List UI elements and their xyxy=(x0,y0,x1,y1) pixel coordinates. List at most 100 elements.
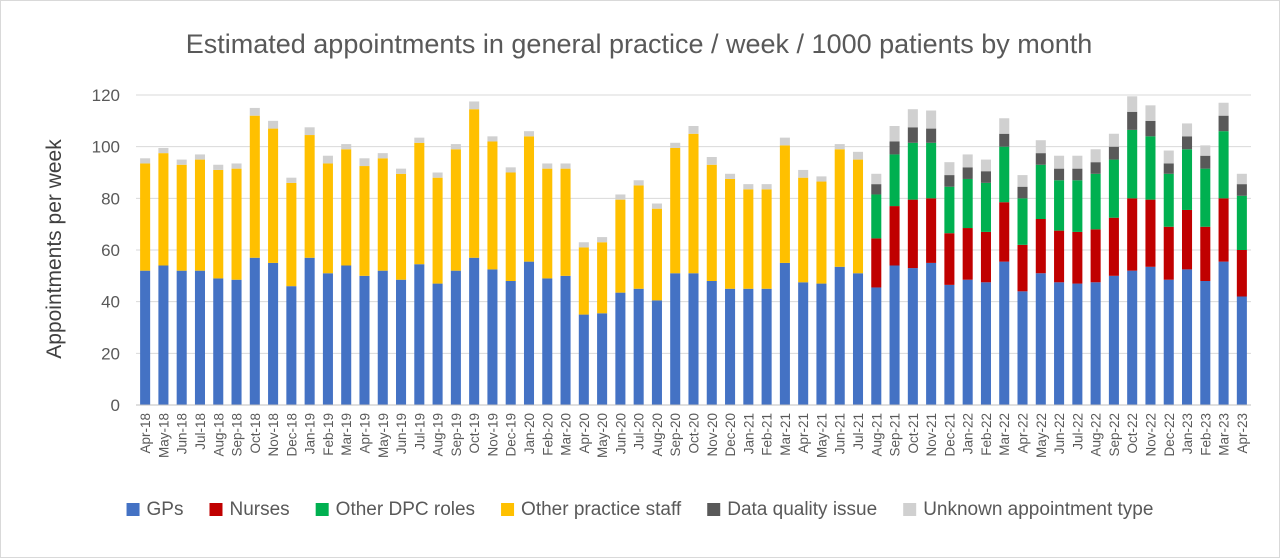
bar-segment-gps xyxy=(1054,282,1065,405)
bar-segment-gps xyxy=(798,282,809,405)
bar-segment-unknown-appointment-type xyxy=(140,158,151,164)
bar-segment-other-practice-staff xyxy=(633,185,644,289)
bar-segment-nurses xyxy=(889,206,900,266)
bar-segment-other-practice-staff xyxy=(231,168,242,280)
x-tick-label: Sep-19 xyxy=(449,413,464,457)
x-tick-label: Jun-19 xyxy=(394,413,409,454)
bar-segment-gps xyxy=(286,286,297,405)
x-tick-label: Aug-21 xyxy=(869,413,884,457)
x-tick-label: Feb-23 xyxy=(1198,413,1213,456)
x-tick-label: Jun-20 xyxy=(613,413,628,454)
bar-segment-data-quality-issue xyxy=(1236,184,1247,196)
bar-segment-other-practice-staff xyxy=(341,149,352,266)
bar-segment-data-quality-issue xyxy=(944,175,955,187)
bar-segment-nurses xyxy=(1182,209,1193,270)
bar-segment-unknown-appointment-type xyxy=(926,110,937,129)
x-tick-label: Jul-18 xyxy=(193,413,208,450)
bar-segment-other-practice-staff xyxy=(158,153,169,266)
legend-swatch-data-quality-issue xyxy=(707,503,721,516)
x-tick-label: Jun-18 xyxy=(175,413,190,454)
bar-segment-gps xyxy=(523,261,535,406)
x-tick-label: May-22 xyxy=(1034,413,1049,458)
bar-segment-unknown-appointment-type xyxy=(1108,133,1119,147)
chart-title: Estimated appointments in general practi… xyxy=(186,29,1093,59)
bar-segment-gps xyxy=(140,270,151,405)
x-tick-label: Feb-22 xyxy=(979,413,994,456)
bar-segment-unknown-appointment-type xyxy=(176,159,187,165)
x-tick-label: Apr-22 xyxy=(1016,413,1031,454)
bar-segment-other-dpc-roles xyxy=(1090,173,1101,230)
legend-label-nurses: Nurses xyxy=(229,499,289,520)
bar-segment-gps xyxy=(414,264,425,405)
bar-segment-gps xyxy=(1182,269,1193,406)
bar-segment-unknown-appointment-type xyxy=(834,144,845,150)
bar-segment-other-dpc-roles xyxy=(1163,173,1174,227)
legend-label-other-practice-staff: Other practice staff xyxy=(521,499,682,520)
bar-segment-other-practice-staff xyxy=(414,142,425,265)
bar-segment-unknown-appointment-type xyxy=(578,242,589,248)
bar-segment-unknown-appointment-type xyxy=(1200,145,1211,156)
x-tick-label: Aug-19 xyxy=(431,413,446,457)
bar-segment-gps xyxy=(377,270,388,405)
bar-segment-gps xyxy=(706,281,717,405)
bar-segment-other-practice-staff xyxy=(487,141,498,270)
bar-segment-other-dpc-roles xyxy=(1200,168,1211,227)
x-tick-label: Nov-22 xyxy=(1143,413,1158,457)
y-tick-label: 80 xyxy=(101,189,120,208)
bar-segment-data-quality-issue xyxy=(1182,136,1193,150)
bar-segment-unknown-appointment-type xyxy=(542,163,553,169)
x-tick-label: Apr-18 xyxy=(138,413,153,454)
bar-segment-unknown-appointment-type xyxy=(852,151,864,160)
bar-segment-gps xyxy=(194,270,205,405)
bar-segment-other-dpc-roles xyxy=(1145,136,1156,200)
bar-segment-other-practice-staff xyxy=(688,133,699,274)
bar-segment-other-practice-staff xyxy=(779,145,790,263)
bar-segment-unknown-appointment-type xyxy=(396,168,407,174)
bar-segment-unknown-appointment-type xyxy=(688,126,699,134)
bar-segment-gps xyxy=(761,288,772,405)
bar-segment-gps xyxy=(980,282,991,405)
bar-segment-gps xyxy=(542,278,553,405)
bar-segment-unknown-appointment-type xyxy=(1017,175,1028,187)
bar-segment-other-practice-staff xyxy=(304,135,315,258)
legend-label-gps: GPs xyxy=(147,499,184,520)
bar-segment-gps xyxy=(926,262,937,405)
bar-segment-nurses xyxy=(1236,250,1247,297)
x-tick-label: Oct-19 xyxy=(467,413,482,454)
bar-segment-gps xyxy=(816,283,827,405)
bar-segment-unknown-appointment-type xyxy=(779,137,790,146)
x-tick-label: Nov-20 xyxy=(705,413,720,457)
x-tick-label: Aug-18 xyxy=(211,413,226,457)
legend-label-unknown-appointment-type: Unknown appointment type xyxy=(923,499,1153,520)
bar-segment-data-quality-issue xyxy=(871,184,882,195)
bar-segment-unknown-appointment-type xyxy=(670,142,681,148)
bar-segment-data-quality-issue xyxy=(1054,168,1065,181)
bar-segment-other-practice-staff xyxy=(450,149,461,271)
bar-segment-other-practice-staff xyxy=(469,109,480,258)
bar-segment-other-dpc-roles xyxy=(889,154,900,207)
bar-segment-gps xyxy=(907,268,918,405)
bar-segment-data-quality-issue xyxy=(1035,153,1046,165)
x-tick-label: Nov-21 xyxy=(924,413,939,457)
x-tick-label: Aug-22 xyxy=(1089,413,1104,457)
bar-segment-gps xyxy=(1017,291,1028,405)
x-tick-label: Feb-20 xyxy=(540,413,555,456)
bar-segment-unknown-appointment-type xyxy=(1236,173,1247,185)
x-tick-label: Oct-21 xyxy=(906,413,921,454)
bar-segment-gps xyxy=(304,257,315,405)
bar-segment-data-quality-issue xyxy=(999,133,1010,147)
bar-segment-unknown-appointment-type xyxy=(871,173,882,185)
y-tick-label: 120 xyxy=(92,86,120,105)
x-tick-label: Oct-20 xyxy=(687,413,702,454)
bar-segment-data-quality-issue xyxy=(907,127,918,143)
bar-segment-gps xyxy=(597,313,608,405)
y-tick-label: 0 xyxy=(111,396,120,415)
x-tick-label: Dec-19 xyxy=(504,413,519,457)
bar-segment-other-dpc-roles xyxy=(871,194,882,239)
legend-label-data-quality-issue: Data quality issue xyxy=(727,499,877,520)
x-tick-label: Mar-20 xyxy=(559,413,574,456)
bar-segment-gps xyxy=(341,265,352,405)
bar-segment-gps xyxy=(176,270,187,405)
bar-segment-unknown-appointment-type xyxy=(450,144,461,150)
bar-segment-gps xyxy=(871,287,882,405)
